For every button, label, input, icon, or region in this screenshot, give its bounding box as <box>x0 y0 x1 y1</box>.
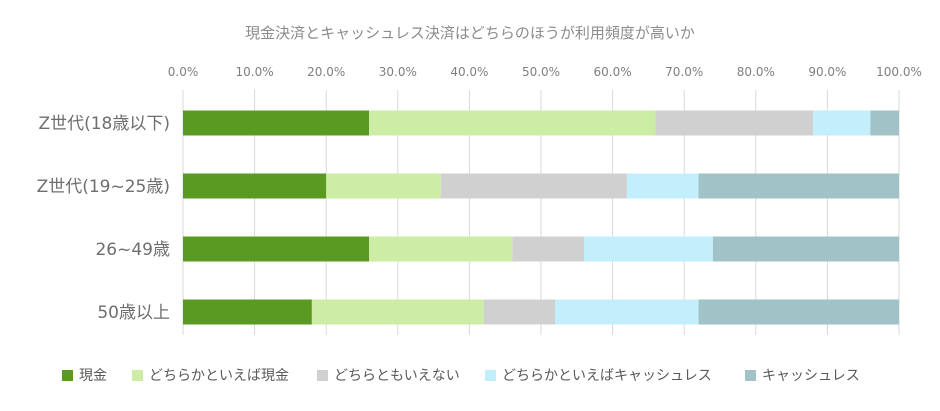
bar-segment <box>369 236 513 262</box>
legend-swatch <box>62 370 73 381</box>
bar-segment <box>440 173 627 199</box>
category-label: Z世代(18歳以下) <box>38 114 170 134</box>
x-tick-label: 10.0% <box>236 65 274 79</box>
x-axis-ticks: 0.0% 10.0% 20.0% 30.0% 40.0% 50.0% 60.0% 70.0% 8… <box>168 65 922 79</box>
legend-swatch <box>132 370 143 381</box>
bar-segment <box>698 299 899 325</box>
bar-segment <box>698 173 899 199</box>
legend-label: どちらかといえばキャッシュレス <box>502 368 712 384</box>
x-tick-label: 0.0% <box>168 65 199 79</box>
category-label: 50歳以上 <box>97 303 170 323</box>
legend-label: どちらかといえば現金 <box>149 368 289 384</box>
bar-segment <box>483 299 556 325</box>
bar-segment <box>311 299 484 325</box>
bar-segment <box>813 110 871 136</box>
bar-segment <box>183 299 312 325</box>
x-tick-label: 100.0% <box>876 65 922 79</box>
bar-segment <box>870 110 899 136</box>
legend-label: どちらともいえない <box>334 368 460 384</box>
x-tick-label: 90.0% <box>808 65 846 79</box>
legend-swatch <box>317 370 328 381</box>
chart-title: 現金決済とキャッシュレス決済はどちらのほうが利用頻度が高いか <box>245 24 695 42</box>
category-labels: Z世代(18歳以下) Z世代(19~25歳) 26~49歳 50歳以上 <box>37 114 170 323</box>
bar-segment <box>512 236 584 262</box>
legend-label: キャッシュレス <box>762 368 860 384</box>
x-tick-label: 30.0% <box>379 65 417 79</box>
bar-segment <box>369 110 656 136</box>
bar-segment <box>183 173 327 199</box>
bar-segment <box>655 110 814 136</box>
category-label: 26~49歳 <box>95 240 170 260</box>
x-tick-label: 50.0% <box>522 65 560 79</box>
bar-segment <box>712 236 899 262</box>
bar-segment <box>583 236 713 262</box>
x-tick-label: 60.0% <box>594 65 632 79</box>
legend-swatch <box>745 370 756 381</box>
x-tick-label: 70.0% <box>665 65 703 79</box>
bar-segment <box>555 299 699 325</box>
x-tick-label: 80.0% <box>737 65 775 79</box>
x-tick-label: 40.0% <box>450 65 488 79</box>
legend-swatch <box>485 370 496 381</box>
bar-segment <box>183 110 370 136</box>
legend-label: 現金 <box>79 368 107 384</box>
x-tick-label: 20.0% <box>307 65 345 79</box>
bar-segment <box>183 236 370 262</box>
bar-segment <box>326 173 441 199</box>
bars <box>183 110 899 325</box>
bar-segment <box>626 173 699 199</box>
category-label: Z世代(19~25歳) <box>37 177 170 197</box>
legend: 現金 どちらかといえば現金 どちらともいえない どちらかといえばキャッシュレス キャッシ… <box>62 368 860 384</box>
